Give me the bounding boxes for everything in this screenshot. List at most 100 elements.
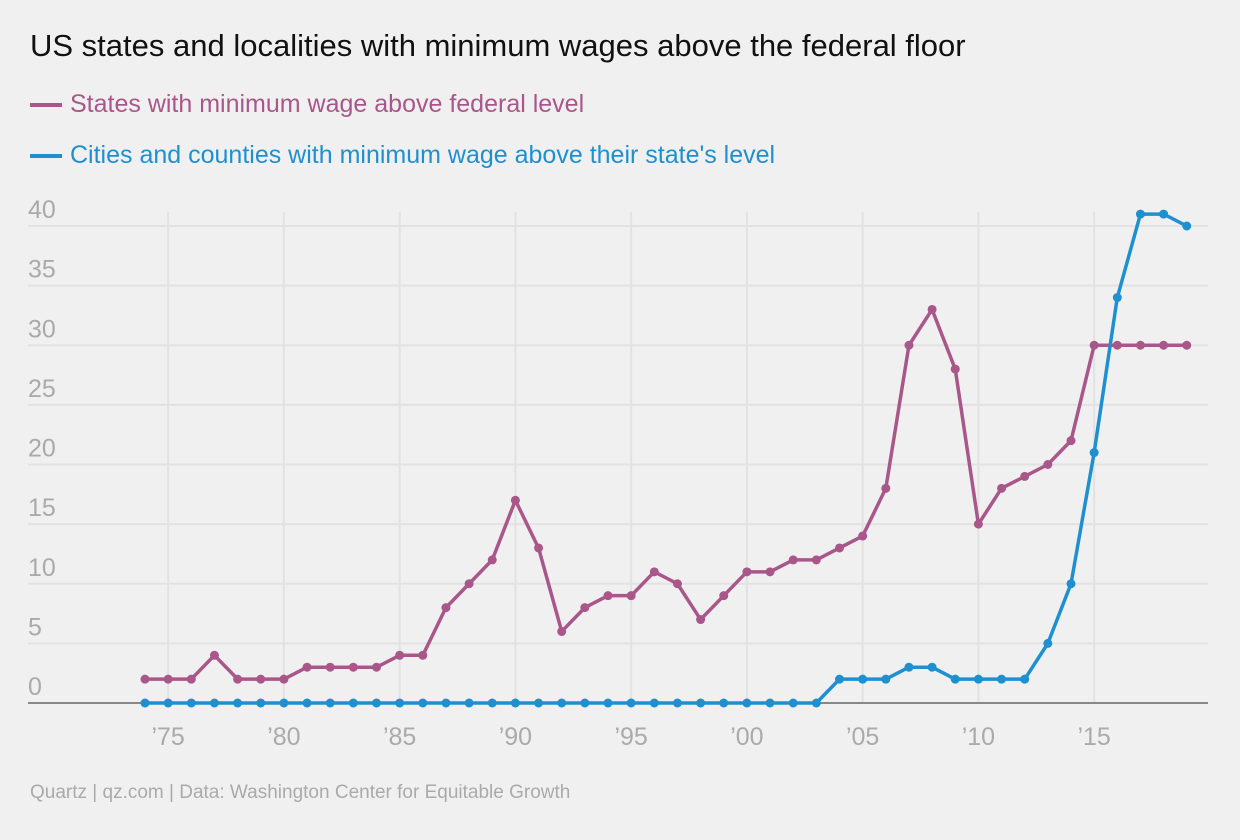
- series-0-point: [1135, 340, 1145, 350]
- series-1-point: [1112, 293, 1122, 303]
- series-1-point: [302, 698, 312, 708]
- series-1-point: [719, 698, 729, 708]
- series-0-point: [1112, 340, 1122, 350]
- series-1-point: [927, 662, 937, 672]
- series-1-point: [580, 698, 590, 708]
- series-1-point: [1066, 579, 1076, 589]
- series-0-point: [256, 674, 266, 684]
- series-0-point: [881, 483, 891, 493]
- series-0-point: [649, 567, 659, 577]
- source-note: Quartz | qz.com | Data: Washington Cente…: [30, 782, 571, 803]
- series-1-point: [1182, 221, 1192, 231]
- series-0-point: [1043, 460, 1053, 469]
- series-1-point: [1089, 448, 1099, 458]
- series-1-point: [997, 674, 1007, 684]
- series-0-point: [140, 674, 150, 684]
- series-1-point: [811, 698, 821, 708]
- series-1-point: [186, 698, 196, 708]
- series-1-point: [973, 674, 983, 684]
- series-1-point: [1135, 209, 1145, 219]
- series-0-point: [487, 555, 497, 565]
- series-1-point: [1020, 674, 1030, 684]
- series-0-point: [950, 364, 960, 374]
- series-1-point: [348, 698, 358, 708]
- legend-swatch-states: [30, 102, 62, 107]
- series-0-point: [372, 662, 381, 672]
- series-1-point: [441, 698, 451, 708]
- series-1-point: [418, 698, 428, 708]
- series-line-1: [145, 212, 1188, 705]
- x-tick-label: ’10: [962, 723, 995, 751]
- chart-title: US states and localities with minimum wa…: [30, 28, 966, 63]
- series-1-point: [742, 698, 752, 708]
- series-1-point: [395, 698, 405, 708]
- series-1-point: [464, 698, 474, 708]
- series-1-point: [1043, 638, 1053, 648]
- chart-series: [140, 209, 1192, 708]
- legend-item-cities: Cities and counties with minimum wage ab…: [30, 141, 775, 170]
- series-0-point: [997, 483, 1007, 493]
- x-tick-label: ’85: [383, 723, 416, 751]
- series-0-point: [1066, 436, 1076, 446]
- series-0-point: [973, 519, 983, 529]
- series-0-point: [325, 662, 335, 672]
- series-1-point: [534, 698, 544, 708]
- series-1-point: [140, 698, 150, 708]
- series-0-point: [534, 543, 544, 553]
- series-0-point: [788, 555, 798, 565]
- series-0-point: [927, 304, 937, 314]
- series-0-point: [510, 495, 520, 505]
- x-tick-label: ’00: [730, 723, 763, 751]
- y-tick-label: 40: [28, 196, 56, 224]
- y-tick-label: 10: [28, 554, 56, 582]
- x-tick-label: ’75: [151, 723, 184, 751]
- series-1-point: [256, 698, 266, 708]
- series-1-point: [279, 698, 289, 708]
- series-0-point: [186, 674, 196, 684]
- x-tick-label: ’05: [846, 723, 879, 751]
- series-1-point: [325, 698, 335, 708]
- series-1-point: [950, 674, 960, 684]
- series-0-point: [441, 603, 451, 613]
- x-tick-label: ’95: [614, 723, 647, 751]
- legend-swatch-cities: [30, 153, 62, 158]
- chart-grid: [28, 212, 1208, 704]
- series-1-point: [603, 698, 613, 708]
- series-1-point: [858, 674, 868, 684]
- y-tick-label: 5: [28, 613, 42, 641]
- series-0-point: [279, 674, 289, 684]
- legend-label-states: States with minimum wage above federal l…: [70, 90, 585, 118]
- series-1-point: [1159, 209, 1169, 219]
- series-1-point: [626, 698, 636, 708]
- series-1-point: [696, 698, 706, 708]
- series-1-point: [649, 698, 659, 708]
- series-1-point: [557, 698, 567, 708]
- series-1-point: [487, 698, 497, 708]
- series-1-point: [233, 698, 243, 708]
- series-0-point: [904, 340, 914, 350]
- series-1-point: [904, 662, 914, 672]
- series-1-point: [510, 698, 520, 708]
- series-1-point: [672, 698, 682, 708]
- series-0-point: [302, 662, 312, 672]
- series-0-point: [858, 531, 868, 541]
- series-line-0: [145, 307, 1187, 681]
- x-tick-label: ’90: [499, 723, 532, 751]
- series-0-point: [209, 650, 219, 660]
- series-0-point: [163, 674, 173, 684]
- x-axis: ’75 ’80 ’85 ’90 ’95 ’00 ’05 ’10 ’15: [151, 723, 1110, 751]
- y-tick-label: 15: [28, 494, 56, 522]
- series-0-point: [742, 567, 752, 577]
- series-0-point: [719, 591, 729, 601]
- series-0-point: [696, 615, 706, 625]
- series-0-point: [626, 591, 636, 601]
- series-0-point: [348, 662, 358, 672]
- y-tick-label: 20: [28, 435, 56, 463]
- series-1-point: [788, 698, 798, 708]
- series-1-point: [881, 674, 891, 684]
- series-0-point: [418, 650, 428, 660]
- series-0-point: [765, 567, 775, 577]
- series-1-point: [765, 698, 775, 708]
- legend-item-states: States with minimum wage above federal l…: [30, 90, 584, 119]
